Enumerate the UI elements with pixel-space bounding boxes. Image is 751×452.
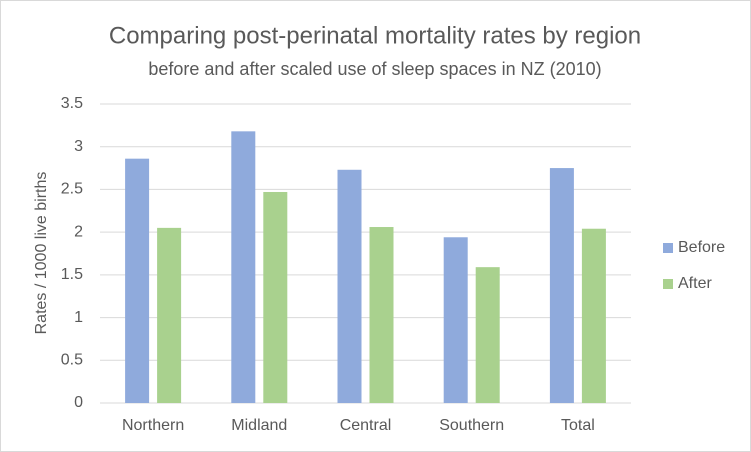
y-tick-label: 3.5 xyxy=(61,95,83,112)
chart-title: Comparing post-perinatal mortality rates… xyxy=(109,22,641,49)
x-tick-label: Central xyxy=(340,417,392,434)
bar xyxy=(581,228,606,403)
y-tick-label: 1.5 xyxy=(61,266,83,283)
y-axis-title: Rates / 1000 live births xyxy=(33,172,50,335)
x-tick-label: Southern xyxy=(439,417,504,434)
bar xyxy=(263,191,288,403)
x-tick-label: Total xyxy=(561,417,595,434)
legend-swatch xyxy=(663,279,673,289)
y-tick-label: 2 xyxy=(74,223,83,240)
chart-subtitle: before and after scaled use of sleep spa… xyxy=(148,59,601,79)
bar xyxy=(549,168,574,403)
x-tick-label: Northern xyxy=(122,417,184,434)
y-tick-label: 1 xyxy=(74,309,83,326)
bar xyxy=(231,131,256,403)
x-tick-label: Midland xyxy=(231,417,287,434)
bar xyxy=(337,169,362,403)
legend-label: Before xyxy=(678,239,725,256)
y-tick-label: 2.5 xyxy=(61,181,83,198)
y-tick-label: 0 xyxy=(74,394,83,411)
bar xyxy=(475,267,500,403)
y-tick-label: 0.5 xyxy=(61,352,83,369)
legend-label: After xyxy=(678,275,712,292)
legend-swatch xyxy=(663,243,673,253)
bar xyxy=(157,227,182,403)
y-tick-label: 3 xyxy=(74,138,83,155)
bar xyxy=(443,237,468,403)
bar xyxy=(125,158,150,403)
bar xyxy=(369,227,394,403)
